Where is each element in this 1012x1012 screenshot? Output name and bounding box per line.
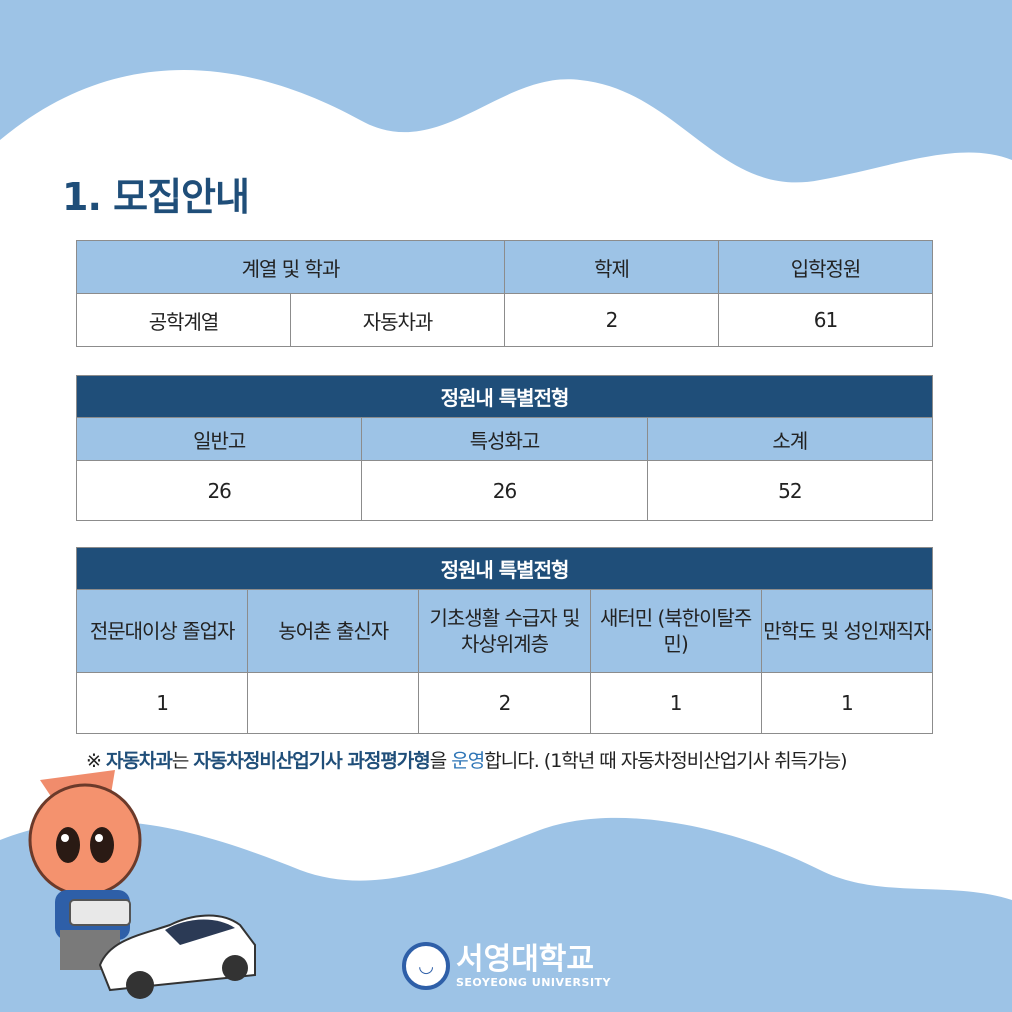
header-low-income: 기초생활 수급자 및 차상위계층 bbox=[418, 589, 591, 673]
table-row: 26 26 52 bbox=[75, 460, 934, 521]
header-rural: 농어촌 출신자 bbox=[247, 589, 420, 673]
note-text: 는 bbox=[171, 750, 190, 772]
table-title: 정원내 특별전형 bbox=[76, 375, 933, 418]
header-adult-learner: 만학도 및 성인재직자 bbox=[760, 589, 934, 673]
table-row: 1 2 1 1 bbox=[75, 672, 934, 734]
header-general-high: 일반고 bbox=[75, 417, 363, 461]
cell-value: 26 bbox=[361, 460, 648, 521]
university-logo: ◡ 서영대학교 SEOYEONG UNIVERSITY bbox=[402, 942, 611, 990]
cell-years: 2 bbox=[504, 293, 719, 347]
header-department: 계열 및 학과 bbox=[76, 240, 505, 294]
footnote: ※ 자동차과는 자동차정비산업기사 과정평가형을 운영합니다. (1학년 때 자… bbox=[86, 746, 848, 773]
cell-value: 52 bbox=[646, 460, 934, 521]
header-years: 학제 bbox=[504, 240, 719, 294]
header-quota: 입학정원 bbox=[718, 240, 933, 294]
page-title: 1. 모집안내 bbox=[62, 175, 250, 219]
cell-value: 1 bbox=[75, 672, 249, 734]
header-defector: 새터민 (북한이탈주민) bbox=[589, 589, 762, 673]
note-course: 자동차정비산업기사 과정평가형 bbox=[193, 750, 430, 772]
cell-value bbox=[247, 672, 420, 734]
header-college-graduate: 전문대이상 졸업자 bbox=[75, 589, 249, 673]
cell-quota: 61 bbox=[718, 293, 933, 347]
special-admission-table-2: 정원내 특별전형 전문대이상 졸업자 농어촌 출신자 기초생활 수급자 및 차상… bbox=[75, 547, 934, 734]
header-subtotal: 소계 bbox=[646, 417, 934, 461]
department-table: 계열 및 학과 학제 입학정원 공학계열 자동차과 2 61 bbox=[76, 240, 933, 347]
table-header-row: 계열 및 학과 학제 입학정원 bbox=[76, 240, 933, 294]
cell-department: 자동차과 bbox=[290, 293, 505, 347]
mascot-character bbox=[28, 770, 142, 970]
table-title: 정원내 특별전형 bbox=[76, 547, 933, 590]
note-operation: 운영 bbox=[451, 750, 485, 772]
cell-value: 2 bbox=[418, 672, 591, 734]
car-illustration bbox=[98, 914, 256, 999]
note-text: 을 bbox=[429, 750, 448, 772]
university-seal-icon: ◡ bbox=[402, 942, 450, 990]
cell-value: 1 bbox=[589, 672, 762, 734]
table-row: 공학계열 자동차과 2 61 bbox=[76, 293, 933, 347]
header-specialized-high: 특성화고 bbox=[361, 417, 648, 461]
note-mark: ※ bbox=[86, 750, 102, 772]
cell-value: 1 bbox=[760, 672, 934, 734]
university-name-en: SEOYEONG UNIVERSITY bbox=[456, 975, 612, 989]
note-department: 자동차과 bbox=[105, 750, 173, 772]
special-admission-table-1: 정원내 특별전형 일반고 특성화고 소계 26 26 52 bbox=[75, 375, 934, 521]
university-name: 서영대학교 bbox=[456, 941, 594, 977]
cell-value: 26 bbox=[75, 460, 363, 521]
note-text: 합니다. (1학년 때 자동차정비산업기사 취득가능) bbox=[484, 750, 847, 772]
cell-field: 공학계열 bbox=[76, 293, 291, 347]
